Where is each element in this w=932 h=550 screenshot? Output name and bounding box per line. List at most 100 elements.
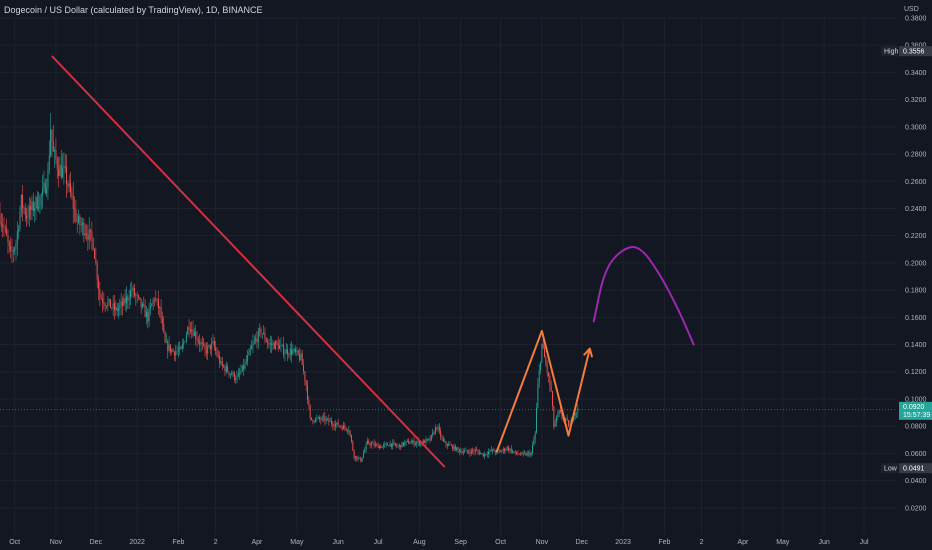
high-label: High <box>884 49 899 56</box>
candle-countdown: 15:57:39 <box>903 412 930 419</box>
candle-body <box>55 149 57 160</box>
candle-body <box>219 356 221 364</box>
y-tick-label: 0.1400 <box>905 342 927 349</box>
candle-body <box>517 453 519 455</box>
candle-body <box>416 442 418 444</box>
candle-body <box>227 366 229 372</box>
candle-body <box>309 405 311 418</box>
candle-body <box>393 442 395 444</box>
candle-body <box>456 447 458 451</box>
candle-body <box>356 456 358 460</box>
candle-body <box>361 457 363 462</box>
x-axis[interactable]: Oct Nov Dec 2022 Feb 2 Apr May Jun Jul Aug Sep Oct No… <box>9 539 869 546</box>
candle-body <box>263 332 265 334</box>
candle-body <box>445 441 447 445</box>
candle-body <box>492 449 494 451</box>
candle-body <box>90 229 91 232</box>
candle-body <box>530 452 532 456</box>
candle-body <box>240 371 242 374</box>
candle-body <box>534 432 536 440</box>
candle-body <box>8 241 10 246</box>
candle-body <box>569 425 571 427</box>
candle-body <box>46 188 48 194</box>
candle-body <box>426 439 428 440</box>
candle-body <box>3 226 5 228</box>
candle-body <box>51 129 53 141</box>
y-tick-label: 0.3200 <box>905 97 927 104</box>
x-tick-label: Jun <box>333 539 344 546</box>
candle-body <box>193 331 195 336</box>
candle-body <box>122 301 123 306</box>
candle-body <box>320 419 322 420</box>
candle-body <box>243 365 245 369</box>
candle-body <box>64 166 66 167</box>
candle-body <box>366 440 368 445</box>
candle-body <box>372 443 374 444</box>
y-tick-label: 0.1000 <box>905 396 927 403</box>
candle-body <box>273 343 275 349</box>
low-value: 0.0491 <box>903 466 925 473</box>
candle-body <box>14 248 16 252</box>
candle-body <box>44 182 46 194</box>
candle-body <box>518 454 520 455</box>
candle-body <box>480 453 482 455</box>
candle-body <box>157 299 159 309</box>
candle-body <box>99 289 101 298</box>
zigzag-path <box>495 329 591 453</box>
candle-body <box>287 349 289 355</box>
candle-body <box>27 217 29 219</box>
candle-body <box>63 166 65 169</box>
candle-body <box>397 446 399 447</box>
candle-body <box>522 452 524 454</box>
candle-body <box>516 451 518 454</box>
candle-body <box>506 447 508 450</box>
x-tick-label: Feb <box>658 539 670 546</box>
candle-body <box>192 329 194 336</box>
y-tick-label: 0.0400 <box>905 478 927 485</box>
candle-body <box>259 328 261 331</box>
candle-body <box>267 341 269 344</box>
candle-body <box>98 279 99 290</box>
candle-body <box>220 361 222 364</box>
candle-body <box>223 365 225 367</box>
candle-body <box>556 417 557 423</box>
candle-body <box>71 192 73 197</box>
candle-body <box>565 418 567 420</box>
candle-body <box>224 366 226 372</box>
candle-body <box>92 238 94 250</box>
candle-body <box>316 418 318 419</box>
candle-body <box>540 362 541 371</box>
candle-body <box>301 353 303 366</box>
candle-body <box>58 169 60 176</box>
candle-body <box>261 333 263 335</box>
candle-body <box>384 444 386 445</box>
candle-body <box>466 450 468 452</box>
candle-body <box>161 319 163 324</box>
candle-body <box>283 344 285 355</box>
candle-body <box>332 423 334 427</box>
candle-body <box>488 451 490 455</box>
y-tick-label: 0.3400 <box>905 70 927 77</box>
candle-body <box>458 449 460 453</box>
candle-body <box>513 451 515 453</box>
candle-body <box>185 334 187 342</box>
candle-body <box>143 303 145 306</box>
candle-body <box>489 449 491 452</box>
candle-body <box>106 305 107 307</box>
candle-body <box>35 197 37 208</box>
candle-body <box>269 343 271 345</box>
candle-body <box>0 223 2 225</box>
candle-body <box>216 350 218 356</box>
candle-body <box>249 349 251 351</box>
candle-body <box>468 451 470 453</box>
candle-body <box>529 452 531 456</box>
candle-body <box>552 391 553 407</box>
candle-body <box>335 424 336 427</box>
candle-body <box>362 453 364 458</box>
candle-body <box>368 440 370 444</box>
candle-body <box>550 385 552 392</box>
candle-body <box>462 451 464 454</box>
candle-body <box>344 425 346 428</box>
